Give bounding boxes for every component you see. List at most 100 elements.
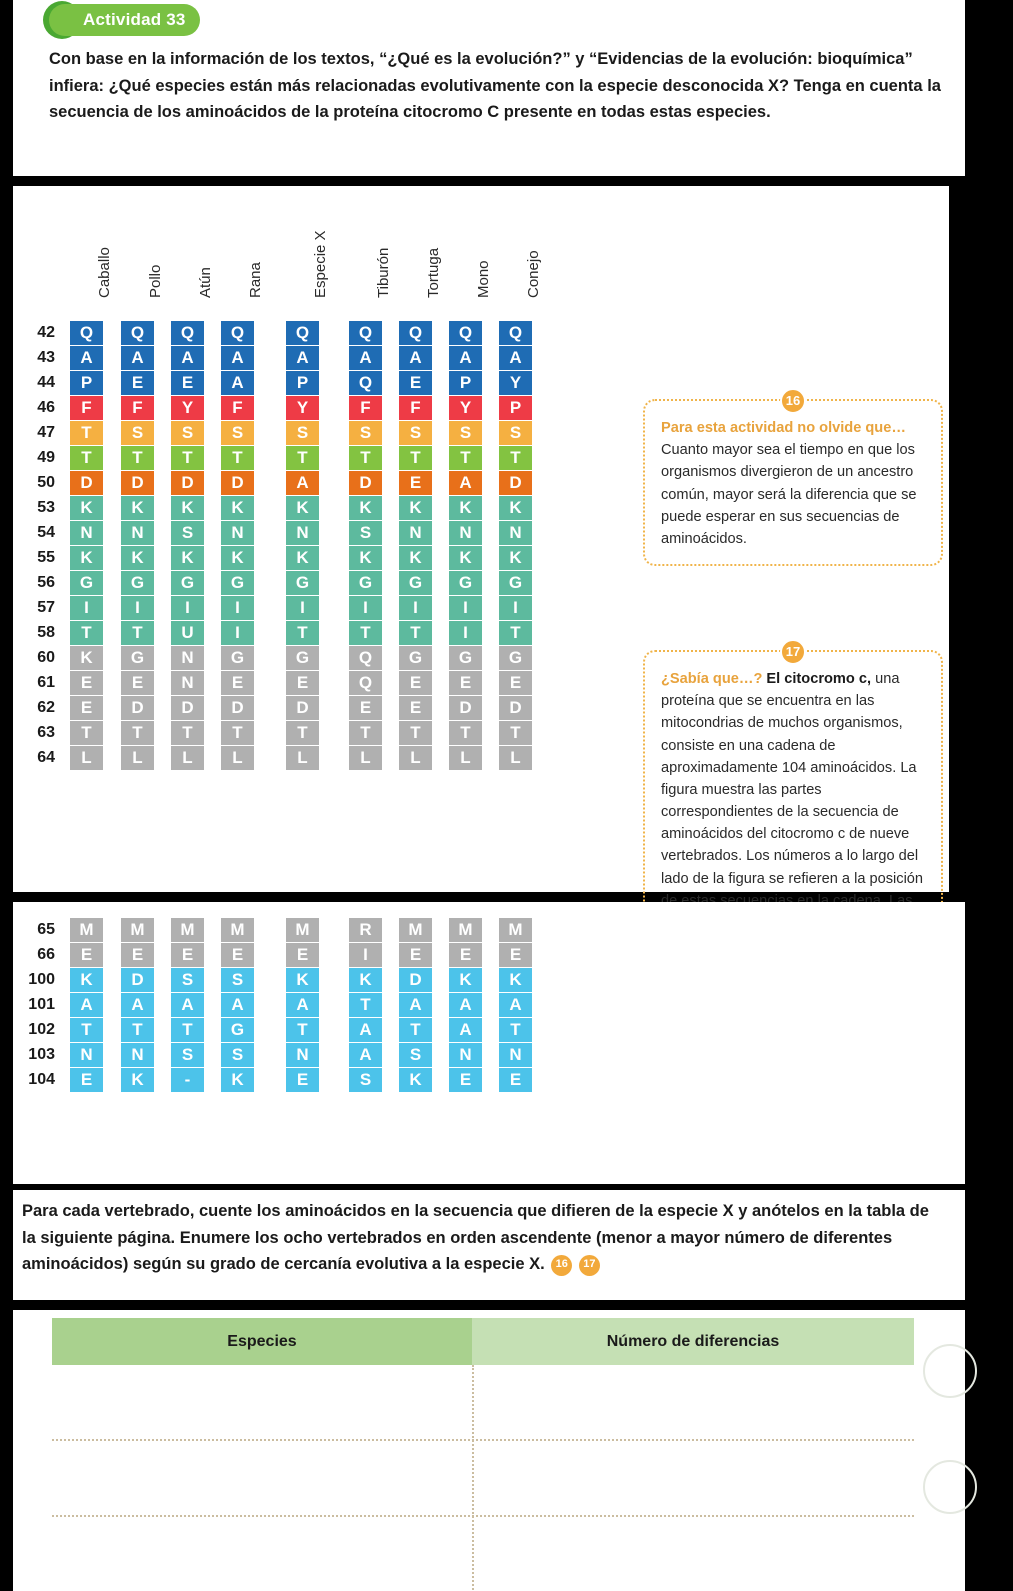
amino-cell: Y	[449, 396, 482, 421]
amino-cell: T	[121, 621, 154, 646]
amino-cell: K	[70, 546, 103, 571]
amino-cell: L	[449, 746, 482, 771]
position-label-46: 46	[37, 399, 55, 416]
sequence-panel-lower: 65 M M M M M R M M M 66 E E E E E I E E E 100 K D S S K K D K K 101 A A A…	[13, 902, 965, 1184]
amino-cell: T	[121, 446, 154, 471]
amino-cell: T	[399, 721, 432, 746]
amino-cell: T	[349, 446, 382, 471]
activity-badge: Actividad 33	[49, 4, 200, 36]
amino-cell: Q	[349, 371, 382, 396]
species-header-especie-x: Especie X	[312, 230, 329, 298]
amino-cell: I	[349, 943, 382, 968]
amino-cell: N	[171, 646, 204, 671]
amino-cell: G	[121, 571, 154, 596]
amino-cell: K	[121, 1068, 154, 1093]
amino-cell: L	[70, 746, 103, 771]
amino-cell: T	[171, 446, 204, 471]
amino-cell: S	[121, 421, 154, 446]
amino-cell: K	[349, 546, 382, 571]
amino-cell: M	[286, 918, 319, 943]
note-number-16: 16	[780, 388, 806, 414]
amino-cell: Q	[349, 671, 382, 696]
amino-cell: E	[70, 696, 103, 721]
note-box-16: 16 Para esta actividad no olvide que… Cu…	[643, 388, 943, 567]
ref-badge-17: 17	[578, 1254, 600, 1276]
amino-cell: A	[121, 993, 154, 1018]
position-label-43: 43	[37, 349, 55, 366]
species-header-at-n: Atún	[197, 267, 214, 298]
amino-cell: L	[399, 746, 432, 771]
amino-cell: T	[499, 721, 532, 746]
amino-cell: F	[349, 396, 382, 421]
amino-cell: N	[499, 1043, 532, 1068]
position-label-62: 62	[37, 699, 55, 716]
amino-cell: T	[70, 621, 103, 646]
instruction-body: Para cada vertebrado, cuente los aminoác…	[22, 1202, 929, 1274]
amino-cell: E	[171, 943, 204, 968]
position-label-104: 104	[28, 1071, 55, 1088]
amino-cell: G	[171, 571, 204, 596]
amino-cell: S	[171, 521, 204, 546]
amino-cell: N	[221, 521, 254, 546]
amino-cell: N	[286, 521, 319, 546]
position-label-102: 102	[28, 1021, 55, 1038]
amino-cell: G	[399, 646, 432, 671]
amino-cell: I	[121, 596, 154, 621]
amino-cell: Q	[221, 321, 254, 346]
amino-cell: A	[449, 1018, 482, 1043]
answer-col-differences-header: Número de diferencias	[472, 1318, 914, 1365]
amino-cell: N	[121, 521, 154, 546]
amino-cell: Q	[70, 321, 103, 346]
amino-cell: A	[70, 993, 103, 1018]
amino-cell: T	[399, 1018, 432, 1043]
amino-cell: T	[121, 721, 154, 746]
amino-cell: G	[286, 646, 319, 671]
amino-cell: P	[449, 371, 482, 396]
amino-cell: P	[70, 371, 103, 396]
amino-cell: S	[286, 421, 319, 446]
amino-cell: M	[121, 918, 154, 943]
note-17-strong: El citocromo c,	[762, 671, 872, 687]
amino-cell: D	[286, 696, 319, 721]
amino-cell: I	[171, 596, 204, 621]
amino-cell: T	[399, 621, 432, 646]
position-label-101: 101	[28, 996, 55, 1013]
amino-cell: D	[399, 968, 432, 993]
answer-table-divider	[472, 1365, 474, 1591]
amino-cell: A	[449, 471, 482, 496]
amino-cell: M	[499, 918, 532, 943]
position-label-65: 65	[37, 921, 55, 938]
amino-cell: L	[221, 746, 254, 771]
amino-cell: P	[499, 396, 532, 421]
activity-intro-text: Con base en la información de los textos…	[49, 50, 941, 122]
decorative-circle-top	[923, 1344, 977, 1398]
answer-col-species-header: Especies	[52, 1318, 472, 1365]
amino-cell: T	[286, 446, 319, 471]
position-label-54: 54	[37, 524, 55, 541]
amino-cell: F	[399, 396, 432, 421]
amino-cell: K	[221, 546, 254, 571]
amino-cell: E	[399, 671, 432, 696]
amino-cell: Q	[499, 321, 532, 346]
amino-cell: E	[399, 471, 432, 496]
amino-cell: K	[499, 546, 532, 571]
amino-cell: L	[286, 746, 319, 771]
amino-cell: K	[121, 546, 154, 571]
amino-cell: A	[221, 371, 254, 396]
note-17-lead: ¿Sabía que…?	[661, 671, 763, 687]
amino-cell: K	[449, 546, 482, 571]
amino-cell: A	[221, 346, 254, 371]
amino-cell: L	[499, 746, 532, 771]
amino-cell: F	[121, 396, 154, 421]
amino-cell: G	[70, 571, 103, 596]
amino-cell: K	[70, 968, 103, 993]
amino-cell: A	[499, 346, 532, 371]
amino-cell: D	[349, 471, 382, 496]
answer-table: Especies Número de diferencias	[52, 1318, 914, 1591]
amino-cell: Y	[171, 396, 204, 421]
amino-cell: I	[499, 596, 532, 621]
amino-cell: E	[70, 943, 103, 968]
amino-cell: K	[171, 546, 204, 571]
amino-cell: N	[399, 521, 432, 546]
amino-cell: G	[121, 646, 154, 671]
